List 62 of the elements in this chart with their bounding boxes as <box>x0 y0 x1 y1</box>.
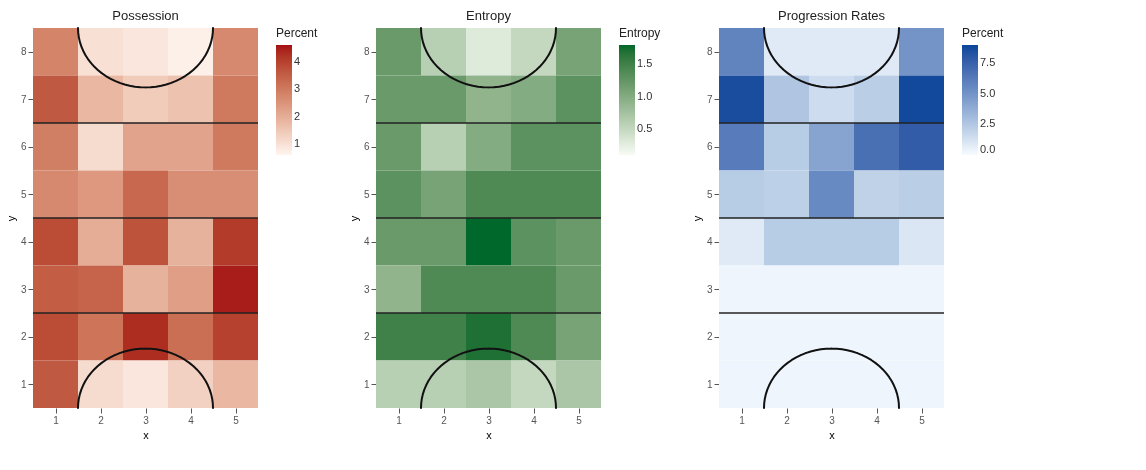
y-axis-title: y <box>347 215 360 222</box>
chart-title: Progression Rates <box>778 8 886 23</box>
y-tick-label: 7 <box>363 93 370 105</box>
x-axis-title: x <box>486 428 493 441</box>
y-tick-label: 3 <box>363 283 370 295</box>
color-bar-label: 2.5 <box>980 117 996 130</box>
y-axis-title: y <box>4 215 17 222</box>
color-bar-label: 1.5 <box>637 57 653 70</box>
x-tick-label: 1 <box>739 414 746 426</box>
y-tick-label: 1 <box>20 378 27 390</box>
y-tick-label: 3 <box>706 283 713 295</box>
y-tick-label: 4 <box>706 236 713 248</box>
chart-title: Entropy <box>466 8 512 23</box>
y-tick-label: 5 <box>706 188 713 200</box>
y-tick-label: 2 <box>706 331 713 343</box>
color-bar-label: 3 <box>294 82 301 94</box>
x-tick-label: 2 <box>98 414 105 426</box>
x-tick-label: 3 <box>143 414 150 426</box>
y-tick-label: 5 <box>363 188 370 200</box>
x-tick-label: 1 <box>396 414 403 426</box>
x-tick-label: 1 <box>53 414 60 426</box>
y-axis-title: y <box>690 215 703 222</box>
color-bar-label: 0.5 <box>637 122 653 135</box>
legend-title: Percent <box>962 26 1005 40</box>
x-tick-label: 3 <box>829 414 836 426</box>
x-tick-label: 4 <box>188 414 195 426</box>
y-tick-label: 2 <box>363 331 370 343</box>
x-tick-label: 3 <box>486 414 493 426</box>
y-tick-label: 2 <box>20 331 27 343</box>
x-tick-label: 2 <box>784 414 791 426</box>
legend-title: Entropy <box>619 26 661 40</box>
x-tick-label: 4 <box>531 414 538 426</box>
chart-title: Possession <box>112 8 179 23</box>
x-axis-title: x <box>829 428 836 441</box>
legend-title: Percent <box>276 26 319 40</box>
color-bar-label: 1.0 <box>637 89 653 102</box>
color-bar-label: 2 <box>294 109 301 122</box>
color-bar-label: 4 <box>294 54 301 67</box>
x-tick-label: 4 <box>874 414 881 426</box>
y-tick-label: 8 <box>363 46 370 58</box>
y-tick-label: 5 <box>20 188 27 200</box>
x-tick-label: 2 <box>441 414 448 426</box>
y-tick-label: 8 <box>706 46 713 58</box>
y-tick-label: 1 <box>363 378 370 390</box>
x-tick-label: 5 <box>576 414 583 426</box>
y-tick-label: 7 <box>20 93 27 105</box>
color-bar-label: 5.0 <box>980 86 996 99</box>
y-tick-label: 3 <box>20 283 27 295</box>
y-tick-label: 1 <box>706 378 713 390</box>
y-tick-label: 6 <box>363 141 370 153</box>
color-bar-label: 7.5 <box>980 56 996 69</box>
y-tick-label: 4 <box>20 236 27 248</box>
y-tick-label: 6 <box>20 141 27 153</box>
x-tick-label: 5 <box>919 414 926 426</box>
x-axis-title: x <box>143 428 150 441</box>
y-tick-label: 8 <box>20 46 27 58</box>
y-tick-label: 6 <box>706 141 713 153</box>
color-bar-label: 0.0 <box>980 143 996 155</box>
color-bar-label: 1 <box>294 137 301 149</box>
y-tick-label: 4 <box>363 236 370 248</box>
y-tick-label: 7 <box>706 93 713 105</box>
x-tick-label: 5 <box>233 414 240 426</box>
